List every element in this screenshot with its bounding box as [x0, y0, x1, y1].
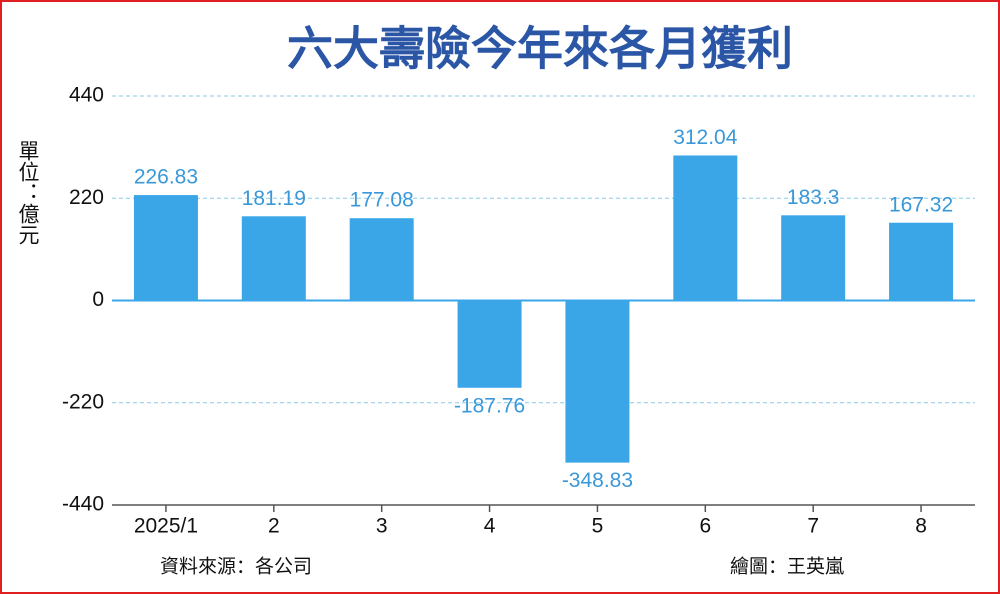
value-label: -348.83 [562, 469, 633, 492]
bar [349, 218, 414, 301]
chart-title: 六大壽險今年來各月獲利 [287, 22, 793, 76]
source-note: 資料來源：各公司 [160, 556, 312, 578]
value-label: 177.08 [350, 189, 414, 212]
value-label: 167.32 [889, 193, 953, 216]
x-tick-label: 2025/1 [134, 515, 198, 538]
bar [673, 155, 738, 301]
y-tick-label: 440 [69, 84, 104, 107]
y-tick-label: -220 [62, 390, 104, 413]
bar [889, 222, 954, 301]
x-tick-label: 7 [807, 515, 819, 538]
value-label: 226.83 [134, 166, 198, 189]
x-tick-label: 3 [376, 515, 388, 538]
x-tick-label: 8 [915, 515, 927, 538]
value-label: 181.19 [242, 187, 306, 210]
y-tick-label: -440 [62, 493, 104, 516]
y-axis-label: 單位：億元 [16, 140, 40, 245]
y-tick-label: 220 [69, 186, 104, 209]
value-label: 183.3 [787, 186, 840, 209]
x-tick-label: 2 [268, 515, 280, 538]
bar [133, 195, 198, 301]
bar [781, 215, 846, 301]
bar [241, 216, 306, 301]
credit-note: 繪圖：王英嵐 [730, 556, 844, 578]
x-tick-label: 4 [484, 515, 496, 538]
y-tick-label: 0 [92, 288, 104, 311]
x-tick-label: 6 [699, 515, 711, 538]
value-label: -187.76 [454, 394, 525, 417]
bar [565, 300, 630, 463]
value-label: 312.04 [673, 126, 738, 149]
bar [457, 300, 522, 388]
x-tick-label: 5 [592, 515, 604, 538]
